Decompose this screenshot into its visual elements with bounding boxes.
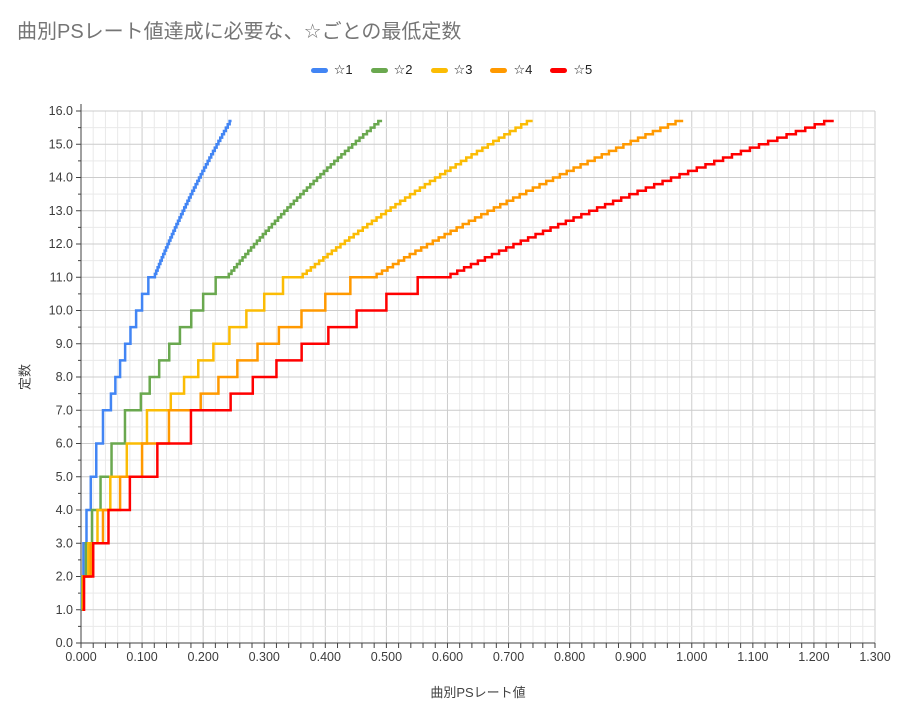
x-tick-label: 0.400 (310, 650, 341, 664)
series-line-☆5[interactable] (82, 119, 834, 611)
y-tick-label: 13.0 (49, 204, 73, 218)
y-tick-label: 14.0 (49, 171, 73, 185)
y-tick-label: 10.0 (49, 304, 73, 318)
x-tick-label: 1.300 (859, 650, 890, 664)
legend-label: ☆4 (513, 62, 533, 77)
y-tick-label: 6.0 (56, 437, 73, 451)
x-tick-label: 0.700 (493, 650, 524, 664)
y-tick-label: 8.0 (56, 370, 73, 384)
series-line-☆3[interactable] (81, 119, 533, 611)
legend-swatch (310, 67, 328, 73)
y-tick-label: 11.0 (50, 270, 73, 284)
series-line-☆4[interactable] (82, 119, 684, 611)
y-tick-label: 2.0 (56, 570, 73, 584)
legend: ☆1 ☆2 ☆3 ☆4 ☆5 (0, 62, 903, 78)
legend-item-☆5[interactable]: ☆5 (550, 62, 592, 78)
legend-item-☆3[interactable]: ☆3 (430, 62, 473, 78)
legend-swatch (550, 67, 568, 73)
y-tick-label: 4.0 (56, 503, 73, 517)
y-tick-label: 3.0 (56, 536, 73, 550)
x-tick-label: 0.300 (249, 650, 280, 664)
x-tick-label: 0.600 (432, 650, 463, 664)
legend-swatch (430, 67, 448, 73)
series-line-☆2[interactable] (80, 119, 383, 611)
legend-label: ☆2 (393, 62, 413, 77)
x-tick-label: 0.900 (615, 650, 646, 664)
legend-item-☆4[interactable]: ☆4 (490, 62, 532, 78)
chart-title: 曲別PSレート値達成に必要な、☆ごとの最低定数 (17, 21, 462, 43)
x-tick-label: 0.200 (188, 650, 219, 664)
y-axis-title: 定数 (17, 363, 33, 391)
x-tick-label: 1.000 (676, 650, 707, 664)
y-tick-label: 1.0 (56, 603, 73, 617)
y-tick-label: 5.0 (56, 470, 73, 484)
legend-swatch (490, 67, 508, 73)
y-tick-label: 16.0 (49, 104, 73, 118)
series-line-☆1[interactable] (80, 119, 232, 611)
y-tick-label: 9.0 (56, 337, 73, 351)
x-tick-label: 0.100 (126, 650, 157, 664)
legend-label: ☆3 (453, 62, 473, 77)
y-tick-label: 12.0 (49, 237, 73, 251)
legend-item-☆2[interactable]: ☆2 (370, 62, 413, 78)
y-tick-label: 15.0 (49, 137, 73, 151)
x-tick-label: 1.100 (737, 650, 768, 664)
legend-item-☆1[interactable]: ☆1 (310, 62, 353, 78)
y-tick-label: 7.0 (56, 403, 73, 417)
x-tick-label: 1.200 (798, 650, 829, 664)
legend-label: ☆5 (573, 62, 593, 77)
x-axis-title: 曲別PSレート値 (430, 685, 526, 700)
legend-label: ☆1 (333, 62, 353, 77)
x-tick-label: 0.800 (554, 650, 585, 664)
x-tick-label: 0.500 (371, 650, 402, 664)
y-tick-label: 0.0 (56, 636, 73, 650)
legend-swatch (370, 67, 388, 73)
x-tick-label: 0.000 (65, 650, 96, 664)
